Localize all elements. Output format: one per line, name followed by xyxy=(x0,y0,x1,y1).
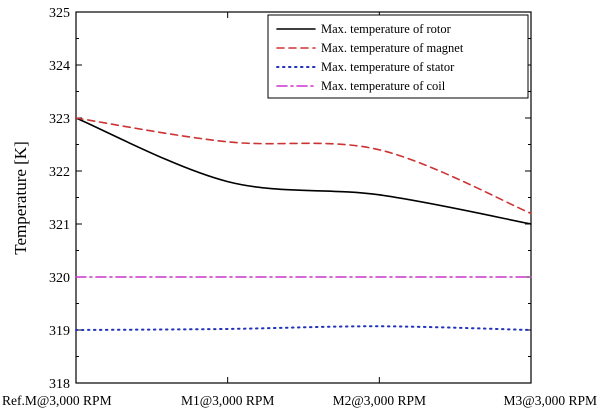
x-axis: Ref.M@3,000 RPM M1@3,000 RPM M2@3,000 RPM M… xyxy=(2,12,597,408)
x-tick-label: M3@3,000 RPM xyxy=(504,393,597,408)
y-axis-title: Temperature [K] xyxy=(11,141,30,255)
x-tick-label: Ref.M@3,000 RPM xyxy=(2,393,112,408)
legend-label: Max. temperature of stator xyxy=(321,60,455,74)
y-tick-label: 323 xyxy=(49,112,70,127)
series-layer xyxy=(75,117,532,331)
y-tick-label: 325 xyxy=(49,6,70,21)
series-line-2 xyxy=(75,325,532,331)
y-axis: 318 319 320 321 322 323 324 325 xyxy=(49,6,531,392)
series-line-1 xyxy=(75,117,532,215)
series-line-0 xyxy=(75,117,532,225)
x-tick-label: M2@3,000 RPM xyxy=(333,393,426,408)
legend-label: Max. temperature of rotor xyxy=(321,22,452,36)
y-tick-label: 319 xyxy=(49,324,70,339)
y-tick-label: 324 xyxy=(49,59,70,74)
y-tick-label: 322 xyxy=(49,165,70,180)
legend-label: Max. temperature of coil xyxy=(321,79,446,93)
y-tick-label: 320 xyxy=(49,271,70,286)
legend-label: Max. temperature of magnet xyxy=(321,41,464,55)
x-tick-label: M1@3,000 RPM xyxy=(181,393,274,408)
legend: Max. temperature of rotor Max. temperatur… xyxy=(267,14,529,99)
y-tick-label: 321 xyxy=(49,218,70,233)
y-tick-label: 318 xyxy=(49,377,70,392)
